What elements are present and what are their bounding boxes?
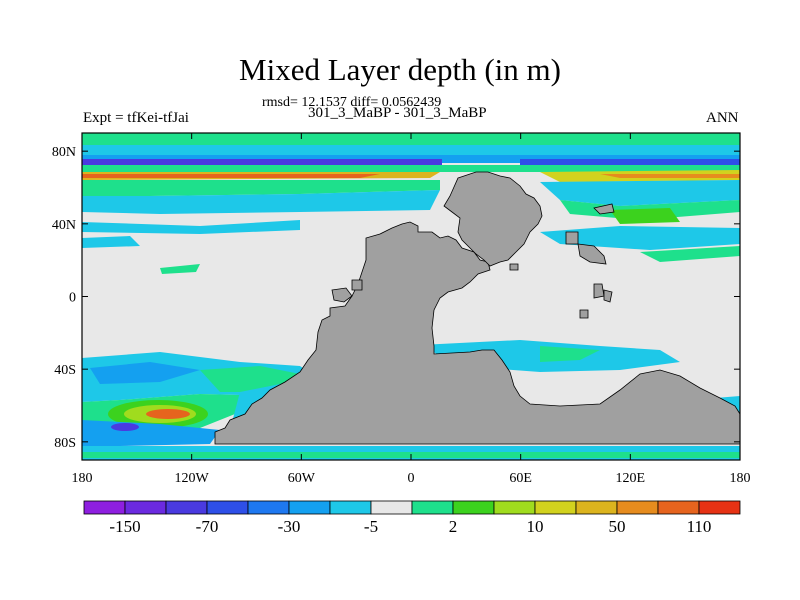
- colorbar-swatch: [575, 500, 618, 515]
- season-label: ANN: [706, 110, 739, 126]
- y-axis: 80N 40N 0 40S 80S: [52, 145, 740, 451]
- colorbar-swatch: [247, 500, 290, 515]
- field-band: [82, 165, 740, 172]
- land-mask: [214, 171, 741, 445]
- field-band: [82, 174, 380, 178]
- colorbar-label: -5: [364, 517, 378, 536]
- field-band: [600, 174, 740, 178]
- x-tick-label: 120E: [616, 471, 646, 486]
- colorbar-label: -30: [278, 517, 301, 536]
- colorbar-swatch: [493, 500, 536, 515]
- land-island: [351, 279, 363, 291]
- colorbar-label: -70: [196, 517, 219, 536]
- colorbar-label: 110: [687, 517, 712, 536]
- land-island: [579, 309, 589, 319]
- colorbar-label: 2: [449, 517, 458, 536]
- field-band: [160, 264, 200, 274]
- colorbar-swatch: [411, 500, 454, 515]
- field-blob: [111, 423, 139, 431]
- x-tick-label: 60E: [509, 471, 532, 486]
- field-band: [82, 145, 740, 155]
- colorbar-swatch: [534, 500, 577, 515]
- field-band: [82, 190, 440, 214]
- x-axis: 180 120W 60W 0 60E 120E 180: [72, 133, 751, 486]
- colorbar-swatch: [616, 500, 659, 515]
- y-tick-label: 80S: [54, 436, 76, 451]
- colorbar-label: 50: [609, 517, 626, 536]
- rmsd-annotation: rmsd= 12.1537 diff= 0.0562439: [262, 95, 442, 110]
- land-island: [593, 283, 605, 299]
- field-band: [540, 226, 740, 250]
- field-band: [520, 159, 740, 165]
- colorbar-swatch: [83, 500, 126, 515]
- x-tick-label: 60W: [288, 471, 316, 486]
- land-island: [577, 243, 607, 265]
- colorbar-swatch: [452, 500, 495, 515]
- field-band: [610, 208, 680, 224]
- land-island: [603, 289, 613, 303]
- colorbar-label: 10: [527, 517, 544, 536]
- colorbar-swatch: [657, 500, 700, 515]
- field-band: [640, 246, 740, 262]
- colorbar-swatch: [329, 500, 372, 515]
- chart-title: Mixed Layer depth (in m): [239, 52, 561, 87]
- colorbar-swatch: [206, 500, 249, 515]
- y-tick-label: 40S: [54, 363, 76, 378]
- land-continent: [443, 171, 543, 267]
- y-tick-label: 0: [69, 291, 76, 306]
- field-band: [82, 220, 300, 234]
- land-island: [331, 287, 353, 303]
- y-tick-label: 80N: [52, 145, 76, 160]
- field-blob: [146, 409, 190, 419]
- land-island: [509, 263, 519, 271]
- land-continent: [214, 221, 741, 445]
- field-band: [540, 180, 740, 206]
- colorbar-swatch: [165, 500, 208, 515]
- colorbar: -150 -70 -30 -5 2 10 50 110: [83, 500, 741, 536]
- colorbar-swatch: [124, 500, 167, 515]
- experiment-label: Expt = tfKei-tfJai: [83, 110, 189, 126]
- x-tick-label: 120W: [175, 471, 210, 486]
- field-band: [82, 236, 140, 248]
- land-island: [565, 231, 579, 245]
- field-band: [540, 346, 600, 362]
- map-panel: [81, 132, 741, 461]
- x-tick-label: 180: [72, 471, 93, 486]
- chart-subtitle: 301_3_MaBP - 301_3_MaBP: [308, 105, 487, 121]
- land-island: [593, 203, 615, 215]
- field-band: [82, 180, 440, 196]
- x-tick-label: 0: [408, 471, 415, 486]
- colorbar-label: -150: [109, 517, 140, 536]
- y-tick-label: 40N: [52, 218, 76, 233]
- colorbar-swatch: [698, 500, 741, 515]
- field-band: [82, 159, 442, 165]
- colorbar-swatch: [370, 500, 413, 515]
- x-tick-label: 180: [730, 471, 751, 486]
- field-band: [90, 362, 200, 384]
- colorbar-swatch: [288, 500, 331, 515]
